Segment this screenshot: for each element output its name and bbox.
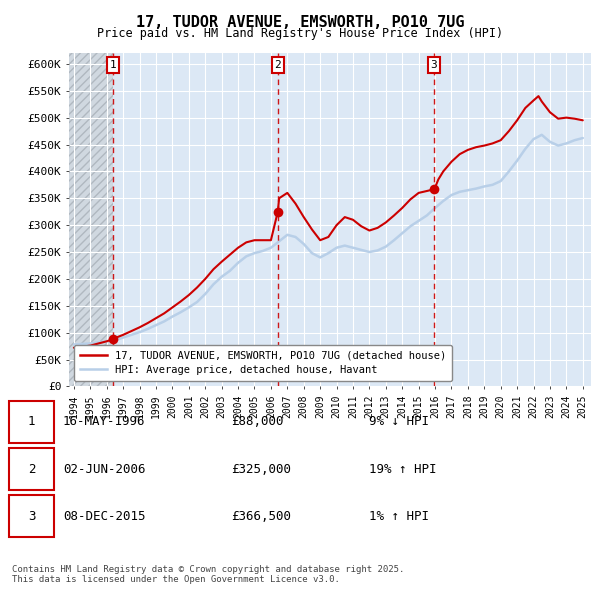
Text: 1% ↑ HPI: 1% ↑ HPI bbox=[369, 510, 429, 523]
Text: 16-MAY-1996: 16-MAY-1996 bbox=[63, 415, 146, 428]
Bar bbox=[69, 53, 113, 386]
Text: 3: 3 bbox=[430, 60, 437, 70]
Text: Price paid vs. HM Land Registry's House Price Index (HPI): Price paid vs. HM Land Registry's House … bbox=[97, 27, 503, 40]
Text: 9% ↓ HPI: 9% ↓ HPI bbox=[369, 415, 429, 428]
Text: 2: 2 bbox=[28, 463, 35, 476]
Text: £325,000: £325,000 bbox=[231, 463, 291, 476]
Text: 1: 1 bbox=[28, 415, 35, 428]
Text: Contains HM Land Registry data © Crown copyright and database right 2025.
This d: Contains HM Land Registry data © Crown c… bbox=[12, 565, 404, 584]
Text: 17, TUDOR AVENUE, EMSWORTH, PO10 7UG: 17, TUDOR AVENUE, EMSWORTH, PO10 7UG bbox=[136, 15, 464, 30]
Text: 02-JUN-2006: 02-JUN-2006 bbox=[63, 463, 146, 476]
Text: £366,500: £366,500 bbox=[231, 510, 291, 523]
Text: 1: 1 bbox=[110, 60, 116, 70]
Text: £88,000: £88,000 bbox=[231, 415, 284, 428]
Text: 19% ↑ HPI: 19% ↑ HPI bbox=[369, 463, 437, 476]
Legend: 17, TUDOR AVENUE, EMSWORTH, PO10 7UG (detached house), HPI: Average price, detac: 17, TUDOR AVENUE, EMSWORTH, PO10 7UG (de… bbox=[74, 345, 452, 381]
Text: 08-DEC-2015: 08-DEC-2015 bbox=[63, 510, 146, 523]
Text: 3: 3 bbox=[28, 510, 35, 523]
Text: 2: 2 bbox=[274, 60, 281, 70]
